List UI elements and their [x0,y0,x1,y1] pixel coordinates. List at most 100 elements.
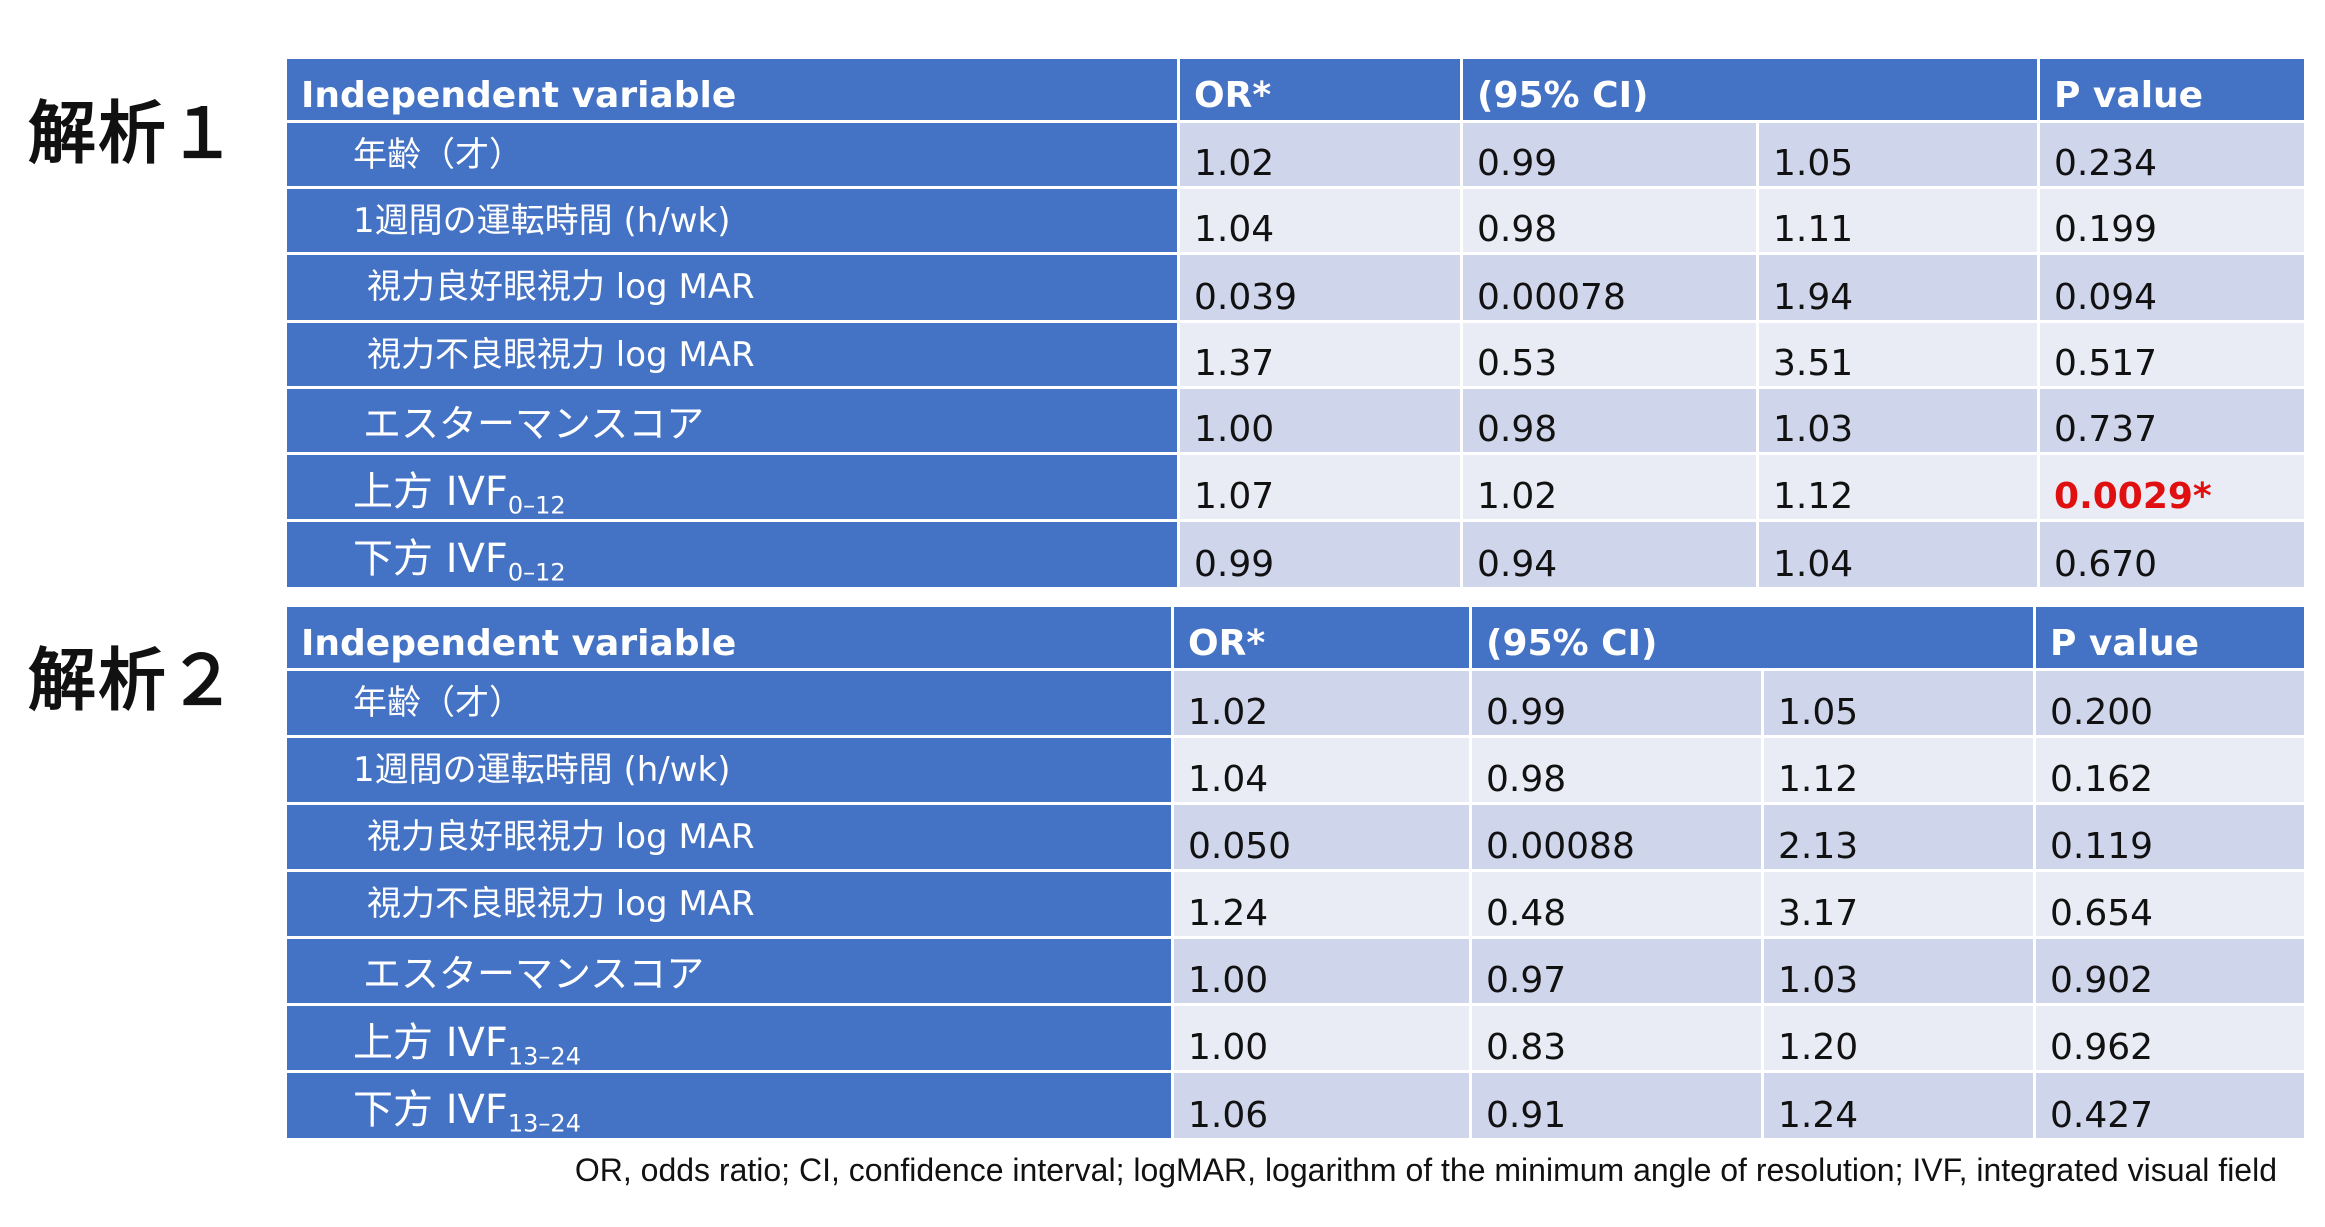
table-row: 1週間の運転時間 (h/wk) 1.04 0.98 1.11 0.199 [284,186,2308,255]
header-p: P value [2033,604,2308,671]
or-value: 1.00 [1171,1002,1472,1074]
p-value: 0.200 [2033,668,2308,738]
ci-upper: 1.94 [1755,252,2041,323]
ci-upper: 1.03 [1760,936,2037,1006]
p-value: 0.902 [2033,936,2308,1006]
ci-upper: 1.24 [1760,1070,2037,1141]
or-value: 1.07 [1177,451,1463,523]
table-row: 年齢（才） 1.02 0.99 1.05 0.234 [284,120,2308,189]
p-value: 0.234 [2037,120,2308,189]
p-value: 0.427 [2033,1070,2308,1141]
header-ci: (95% CI) [1468,604,2037,671]
or-value: 1.37 [1177,320,1463,389]
analysis-2-label: 解析２ [28,642,239,721]
p-value: 0.119 [2033,802,2308,872]
p-value: 0.094 [2037,252,2308,323]
header-row: Independent variable OR* (95% CI) P valu… [284,604,2308,671]
table-row: エスターマンスコア 1.00 0.97 1.03 0.902 [284,936,2308,1006]
ci-upper: 1.12 [1760,735,2037,805]
or-value: 0.039 [1177,252,1463,323]
p-value: 0.737 [2037,386,2308,455]
variable-name: 上方 IVF0–12 [284,451,1180,523]
table-row: 視力良好眼視力 log MAR 0.039 0.00078 1.94 0.094 [284,252,2308,323]
ci-lower: 0.97 [1469,936,1764,1006]
header-p: P value [2037,56,2308,123]
or-value: 1.02 [1171,668,1472,738]
or-value: 1.04 [1171,735,1472,805]
ivf-range-subscript: 0–12 [507,558,566,587]
header-ci: (95% CI) [1459,56,2041,123]
footnote: OR, odds ratio; CI, confidence interval;… [574,1152,2277,1188]
header-or: OR* [1171,604,1472,671]
table-row: 上方 IVF13–24 1.00 0.83 1.20 0.962 [284,1002,2308,1074]
p-value: 0.670 [2037,519,2308,590]
ci-lower: 0.53 [1460,320,1759,389]
or-value: 1.00 [1171,936,1472,1006]
header-or: OR* [1177,56,1463,123]
p-value: 0.162 [2033,735,2308,805]
ci-lower: 0.99 [1469,668,1764,738]
ci-upper: 3.17 [1760,869,2037,939]
table-row: エスターマンスコア 1.00 0.98 1.03 0.737 [284,386,2308,455]
analysis-2-table: Independent variable OR* (95% CI) P valu… [284,604,2308,1141]
p-value: 0.654 [2033,869,2308,939]
or-value: 1.00 [1177,386,1463,455]
ci-lower: 0.98 [1469,735,1764,805]
or-value: 1.06 [1171,1070,1472,1141]
variable-name: 視力良好眼視力 log MAR [284,252,1180,323]
ci-upper: 1.05 [1755,120,2041,189]
ci-upper: 1.11 [1755,186,2041,255]
ci-lower: 0.98 [1460,186,1759,255]
table-row: 上方 IVF0–12 1.07 1.02 1.12 0.0029* [284,451,2308,523]
variable-name: エスターマンスコア [284,386,1180,455]
table-row: 1週間の運転時間 (h/wk) 1.04 0.98 1.12 0.162 [284,735,2308,805]
table-row: 視力不良眼視力 log MAR 1.37 0.53 3.51 0.517 [284,320,2308,389]
variable-name: 視力不良眼視力 log MAR [284,869,1174,939]
header-row: Independent variable OR* (95% CI) P valu… [284,56,2308,123]
ci-upper: 2.13 [1760,802,2037,872]
ci-upper: 1.04 [1755,519,2041,590]
ci-lower: 0.00088 [1469,802,1764,872]
ci-lower: 0.94 [1460,519,1759,590]
p-value: 0.962 [2033,1002,2308,1074]
ci-lower: 0.00078 [1460,252,1759,323]
ci-lower: 0.91 [1469,1070,1764,1141]
variable-name: 1週間の運転時間 (h/wk) [284,186,1180,255]
table-row: 視力不良眼視力 log MAR 1.24 0.48 3.17 0.654 [284,869,2308,939]
header-variable: Independent variable [284,604,1174,671]
ivf-range-subscript: 0–12 [507,491,566,520]
p-value: 0.199 [2037,186,2308,255]
variable-name: 視力良好眼視力 log MAR [284,802,1174,872]
or-value: 0.99 [1177,519,1463,590]
variable-name: 下方 IVF0–12 [284,519,1180,590]
ci-upper: 1.05 [1760,668,2037,738]
ci-lower: 0.48 [1469,869,1764,939]
variable-name: 年齢（才） [284,120,1180,189]
analysis-1-label: 解析１ [28,95,239,174]
p-value-significant: 0.0029* [2037,451,2308,523]
or-value: 1.02 [1177,120,1463,189]
table-row: 視力良好眼視力 log MAR 0.050 0.00088 2.13 0.119 [284,802,2308,872]
ci-upper: 1.12 [1755,451,2041,523]
variable-name: 年齢（才） [284,668,1174,738]
table-row: 下方 IVF0–12 0.99 0.94 1.04 0.670 [284,519,2308,590]
variable-name: 1週間の運転時間 (h/wk) [284,735,1174,805]
ci-upper: 3.51 [1755,320,2041,389]
ivf-range-subscript: 13–24 [507,1109,581,1138]
header-variable: Independent variable [284,56,1180,123]
ivf-range-subscript: 13–24 [507,1042,581,1071]
variable-name: 下方 IVF13–24 [284,1070,1174,1141]
ci-lower: 0.99 [1460,120,1759,189]
ci-upper: 1.20 [1760,1002,2037,1074]
or-value: 1.24 [1171,869,1472,939]
or-value: 0.050 [1171,802,1472,872]
ci-lower: 0.98 [1460,386,1759,455]
ci-lower: 0.83 [1469,1002,1764,1074]
variable-name: エスターマンスコア [284,936,1174,1006]
or-value: 1.04 [1177,186,1463,255]
variable-name: 視力不良眼視力 log MAR [284,320,1180,389]
variable-name: 上方 IVF13–24 [284,1002,1174,1074]
table-row: 下方 IVF13–24 1.06 0.91 1.24 0.427 [284,1070,2308,1141]
ci-lower: 1.02 [1460,451,1759,523]
table-row: 年齢（才） 1.02 0.99 1.05 0.200 [284,668,2308,738]
